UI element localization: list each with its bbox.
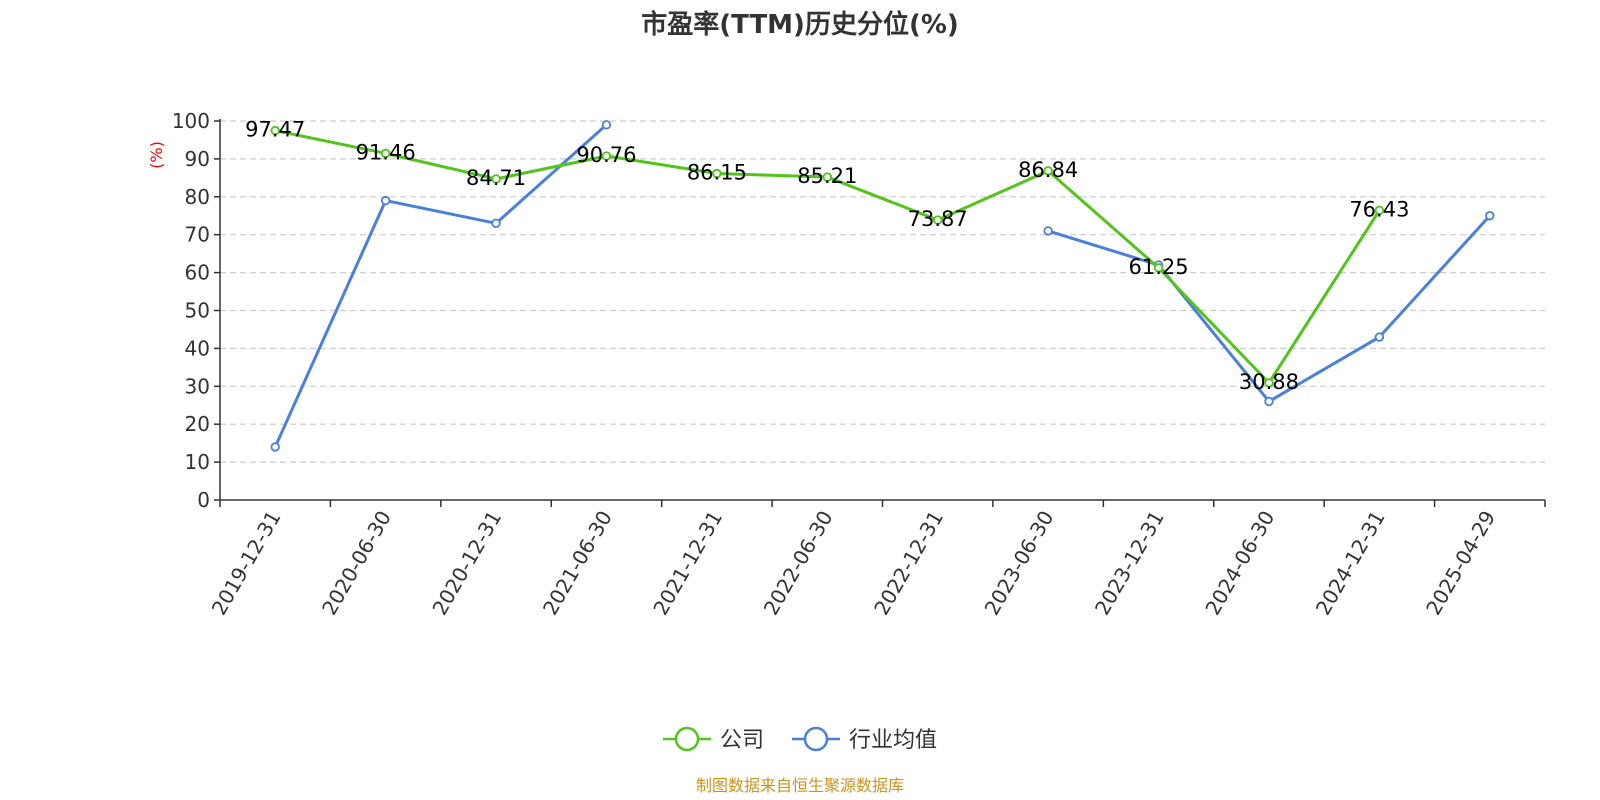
data-point[interactable] — [601, 151, 612, 161]
y-tick-label: 30 — [185, 374, 210, 398]
data-label: 30.88 — [1239, 370, 1299, 394]
data-point[interactable] — [1374, 205, 1385, 216]
x-tick-label: 2024-06-30 — [1200, 507, 1279, 620]
x-tick-label: 2019-12-31 — [207, 507, 286, 620]
data-labels: 97.47 91.46 84.71 90.76 86.15 85.21 73.87 86.84… — [245, 118, 1409, 394]
data-point[interactable] — [270, 125, 280, 136]
data-point[interactable] — [1264, 378, 1274, 388]
data-point[interactable] — [822, 172, 832, 182]
data-label: 90.76 — [576, 143, 636, 167]
x-tick-label: 2022-12-31 — [869, 506, 948, 619]
data-point[interactable] — [1374, 332, 1385, 342]
data-point[interactable] — [1485, 211, 1495, 221]
data-point[interactable] — [380, 195, 391, 206]
source-note: 制图数据来自恒生聚源数据库 — [696, 776, 904, 795]
data-label: 86.15 — [687, 160, 747, 184]
y-tick-label: 20 — [185, 412, 210, 436]
data-point[interactable] — [933, 215, 943, 225]
y-axis-label: (%) — [147, 141, 166, 169]
x-tick-label: 2021-12-31 — [648, 507, 727, 620]
legend-item-0[interactable]: 公司 — [663, 726, 764, 753]
y-tick-label: 10 — [185, 450, 210, 474]
data-point[interactable] — [491, 174, 501, 184]
x-tick-label: 2020-12-31 — [427, 506, 506, 619]
data-point[interactable] — [1153, 263, 1164, 273]
legend-label: 公司 — [720, 728, 764, 753]
y-tick-label: 70 — [185, 223, 210, 247]
data-point[interactable] — [1264, 396, 1274, 407]
data-label: 84.71 — [466, 166, 526, 190]
x-tick-label: 2020-06-30 — [317, 507, 396, 620]
legend-item-1[interactable]: 行业均值 — [792, 726, 937, 753]
data-label: 86.84 — [1018, 158, 1078, 182]
x-tick-label: 2025-04-29 — [1421, 507, 1500, 620]
x-tick-label: 2022-06-30 — [759, 507, 838, 620]
axes: 0 10 20 30 40 50 60 70 80 90 100 2019-12-31 2020-06-… — [172, 109, 1546, 620]
data-point[interactable] — [491, 218, 501, 229]
x-tick-label: 2024-12-31 — [1311, 507, 1390, 620]
series-0 — [270, 125, 1385, 388]
data-point[interactable] — [601, 120, 612, 130]
y-tick-label: 50 — [185, 299, 210, 323]
x-tick-label: 2023-06-30 — [980, 507, 1059, 620]
data-label: 85.21 — [797, 164, 857, 188]
series-line — [273, 123, 608, 448]
legend[interactable]: 公司 行业均值 — [663, 726, 937, 753]
y-tick-label: 90 — [185, 147, 210, 171]
legend-swatch-marker — [803, 726, 829, 752]
x-tick-label: 2021-06-30 — [538, 507, 617, 620]
data-point[interactable] — [1043, 226, 1053, 236]
legend-swatch-marker — [674, 726, 700, 752]
grid — [220, 120, 1545, 463]
y-tick-label: 100 — [172, 109, 210, 133]
chart-title: 市盈率(TTM)历史分位(%) — [641, 9, 959, 40]
data-label: 91.46 — [356, 140, 416, 164]
y-tick-label: 0 — [197, 488, 210, 512]
data-point[interactable] — [380, 148, 391, 159]
data-label: 97.47 — [245, 118, 305, 142]
data-label: 76.43 — [1349, 197, 1409, 221]
y-tick-label: 60 — [185, 261, 210, 285]
x-tick-label: 2023-12-31 — [1090, 507, 1169, 620]
y-tick-label: 40 — [185, 336, 210, 360]
series-1 — [270, 120, 1495, 452]
data-label: 73.87 — [908, 207, 968, 231]
data-point[interactable] — [712, 168, 722, 179]
data-point[interactable] — [1043, 166, 1053, 176]
legend-label: 行业均值 — [849, 728, 937, 753]
series-lines — [270, 120, 1495, 452]
data-label: 61.25 — [1128, 255, 1188, 279]
y-tick-label: 80 — [185, 185, 210, 209]
data-point[interactable] — [270, 442, 280, 452]
